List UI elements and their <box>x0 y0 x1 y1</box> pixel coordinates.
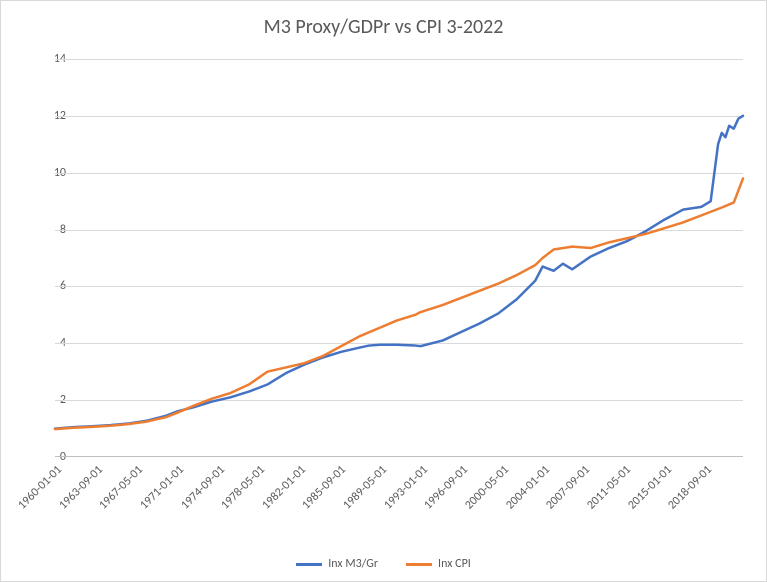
x-tick-label: 1971-01-01 <box>137 463 187 513</box>
series-line <box>55 116 743 429</box>
chart-lines <box>55 59 743 457</box>
legend-label-m3gr: Inx M3/Gr <box>328 557 378 571</box>
x-tick-label: 1960-01-01 <box>15 463 65 513</box>
legend-item-m3gr: Inx M3/Gr <box>296 557 378 571</box>
series-line <box>55 178 743 429</box>
x-tick-label: 2011-05-01 <box>584 463 634 513</box>
chart-title: M3 Proxy/GDPr vs CPI 3-2022 <box>1 15 766 39</box>
legend-item-cpi: Inx CPI <box>406 557 471 571</box>
chart-container: M3 Proxy/GDPr vs CPI 3-2022 02468101214 … <box>0 0 767 582</box>
x-tick-label: 2000-05-01 <box>462 463 512 513</box>
legend-swatch-m3gr <box>296 563 322 566</box>
x-tick-label: 1989-05-01 <box>340 463 390 513</box>
legend-swatch-cpi <box>406 563 432 566</box>
legend-label-cpi: Inx CPI <box>438 557 471 571</box>
plot-area <box>55 59 743 457</box>
legend: Inx M3/Gr Inx CPI <box>1 557 766 571</box>
